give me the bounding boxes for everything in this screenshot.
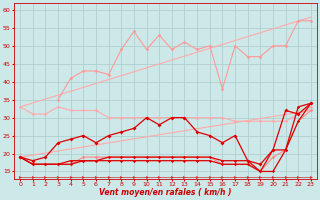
X-axis label: Vent moyen/en rafales ( km/h ): Vent moyen/en rafales ( km/h ) (99, 188, 232, 197)
